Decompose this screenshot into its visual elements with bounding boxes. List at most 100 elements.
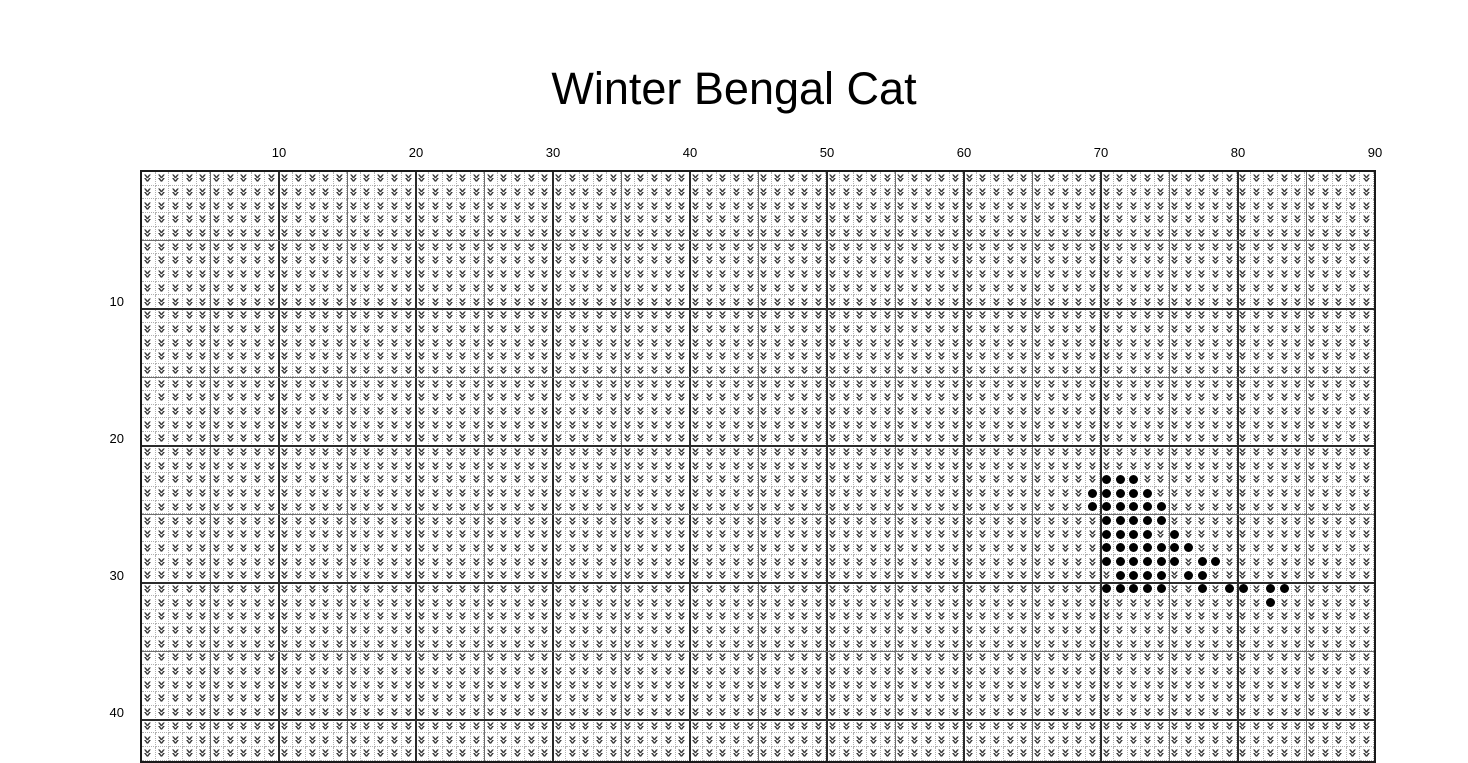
double-chevron-down-icon: » <box>375 434 388 444</box>
double-chevron-down-icon: » <box>758 379 771 389</box>
chevron-stitch-cell: » <box>908 322 923 337</box>
chevron-stitch-cell: » <box>402 541 416 556</box>
double-chevron-down-icon: » <box>895 461 908 471</box>
chevron-stitch-cell: » <box>1332 391 1347 405</box>
double-chevron-down-icon: » <box>293 365 306 375</box>
chevron-stitch-cell: » <box>990 308 1005 323</box>
double-chevron-down-icon: » <box>977 187 990 197</box>
double-chevron-down-icon: » <box>334 488 347 498</box>
double-chevron-down-icon: » <box>525 365 538 375</box>
double-chevron-down-icon: » <box>265 310 278 320</box>
double-chevron-down-icon: » <box>306 529 319 539</box>
double-chevron-down-icon: » <box>1018 488 1031 498</box>
chevron-stitch-cell: » <box>716 541 731 556</box>
double-chevron-down-icon: » <box>142 365 155 375</box>
chevron-stitch-cell: » <box>867 363 882 378</box>
double-chevron-down-icon: » <box>963 447 976 457</box>
double-chevron-down-icon: » <box>1059 420 1072 430</box>
chevron-stitch-cell: » <box>1113 391 1128 405</box>
double-chevron-down-icon: » <box>826 351 839 361</box>
double-chevron-down-icon: » <box>1305 488 1318 498</box>
chevron-stitch-cell: » <box>580 541 594 556</box>
double-chevron-down-icon: » <box>553 215 566 225</box>
chevron-stitch-cell: » <box>634 349 649 364</box>
double-chevron-down-icon: » <box>334 215 347 225</box>
chevron-stitch-cell: » <box>402 432 416 446</box>
double-chevron-down-icon: » <box>744 283 757 293</box>
chevron-stitch-cell: » <box>1195 391 1210 405</box>
double-chevron-down-icon: » <box>388 502 401 512</box>
chevron-stitch-cell: » <box>1332 226 1347 241</box>
chevron-stitch-cell: » <box>1291 199 1306 214</box>
chevron-stitch-cell: » <box>675 391 690 405</box>
double-chevron-down-icon: » <box>717 488 730 498</box>
chevron-stitch-cell: » <box>675 541 690 556</box>
double-chevron-down-icon: » <box>1196 529 1209 539</box>
double-chevron-down-icon: » <box>279 365 292 375</box>
double-chevron-down-icon: » <box>169 283 182 293</box>
chevron-stitch-cell: » <box>812 172 827 186</box>
chevron-stitch-cell: » <box>566 172 580 186</box>
double-chevron-down-icon: » <box>909 447 922 457</box>
double-chevron-down-icon: » <box>690 502 703 512</box>
chevron-stitch-cell: » <box>402 172 416 186</box>
chevron-stitch-cell: » <box>1195 267 1210 282</box>
chevron-stitch-cell: » <box>443 418 457 433</box>
double-chevron-down-icon: » <box>293 201 306 211</box>
double-chevron-down-icon: » <box>1059 324 1072 334</box>
double-chevron-down-icon: » <box>457 529 470 539</box>
double-chevron-down-icon: » <box>539 338 552 348</box>
double-chevron-down-icon: » <box>690 269 703 279</box>
double-chevron-down-icon: » <box>429 488 442 498</box>
double-chevron-down-icon: » <box>1305 379 1318 389</box>
double-chevron-down-icon: » <box>785 406 798 416</box>
chevron-stitch-cell: » <box>894 514 909 528</box>
black-dot-stitch <box>1143 529 1153 539</box>
chevron-stitch-cell: » <box>607 404 622 419</box>
chevron-stitch-cell: » <box>949 459 964 474</box>
double-chevron-down-icon: » <box>1018 351 1031 361</box>
chevron-stitch-cell: » <box>703 486 717 501</box>
chevron-stitch-cell: » <box>1031 514 1046 528</box>
chevron-stitch-cell: » <box>908 391 923 405</box>
chevron-stitch-cell: » <box>1018 391 1032 405</box>
double-chevron-down-icon: » <box>1018 228 1031 238</box>
chevron-stitch-cell: » <box>963 308 977 323</box>
double-chevron-down-icon: » <box>1004 420 1017 430</box>
chevron-stitch-cell: » <box>538 473 553 487</box>
double-chevron-down-icon: » <box>210 242 223 252</box>
double-chevron-down-icon: » <box>1210 310 1223 320</box>
chevron-stitch-cell: » <box>1223 527 1237 542</box>
chevron-stitch-cell: » <box>142 432 156 446</box>
black-dot-stitch <box>1115 516 1125 526</box>
chevron-stitch-cell: » <box>1182 445 1196 460</box>
chevron-stitch-cell: » <box>347 295 361 309</box>
chevron-stitch-cell: » <box>278 473 293 487</box>
double-chevron-down-icon: » <box>512 310 525 320</box>
chevron-stitch-cell: » <box>251 172 266 186</box>
chevron-stitch-cell: » <box>785 445 799 460</box>
chevron-stitch-cell: » <box>306 363 320 378</box>
chevron-stitch-cell: » <box>799 295 813 309</box>
double-chevron-down-icon: » <box>539 488 552 498</box>
chevron-stitch-cell: » <box>949 363 964 378</box>
double-chevron-down-icon: » <box>156 256 169 266</box>
chevron-stitch-cell: » <box>511 391 526 405</box>
double-chevron-down-icon: » <box>1223 434 1236 444</box>
double-chevron-down-icon: » <box>320 228 333 238</box>
double-chevron-down-icon: » <box>375 365 388 375</box>
chevron-stitch-cell: » <box>1319 254 1333 268</box>
chevron-stitch-cell: » <box>648 308 663 323</box>
chevron-stitch-cell: » <box>1291 172 1306 186</box>
chevron-stitch-cell: » <box>1250 213 1265 227</box>
double-chevron-down-icon: » <box>1305 297 1318 307</box>
double-chevron-down-icon: » <box>471 228 484 238</box>
chevron-stitch-cell: » <box>470 541 485 556</box>
chevron-stitch-cell: » <box>402 500 416 515</box>
double-chevron-down-icon: » <box>566 338 579 348</box>
double-chevron-down-icon: » <box>799 420 812 430</box>
double-chevron-down-icon: » <box>1182 379 1195 389</box>
double-chevron-down-icon: » <box>826 420 839 430</box>
chevron-stitch-cell: » <box>415 336 430 350</box>
chevron-stitch-cell: » <box>484 404 498 419</box>
